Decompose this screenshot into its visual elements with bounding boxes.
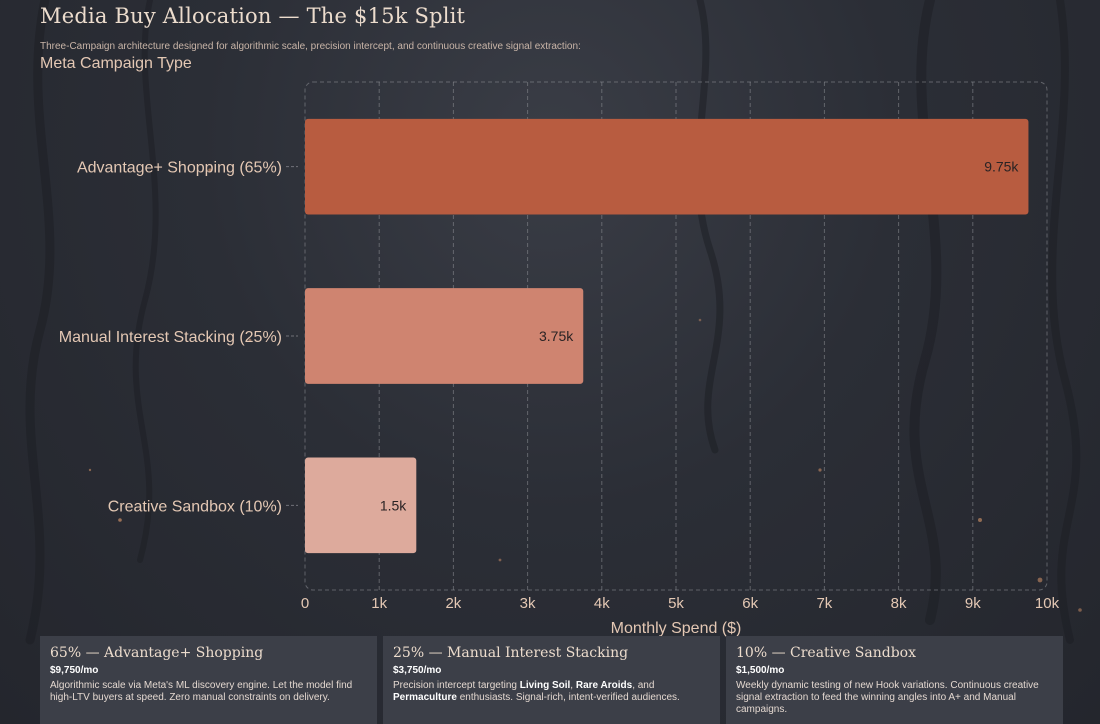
card-amount: $1,500/mo <box>736 665 785 676</box>
x-axis-title: Monthly Spend ($) <box>611 620 742 637</box>
x-tick-label: 2k <box>445 595 461 612</box>
card-description: Weekly dynamic testing of new Hook varia… <box>736 680 1039 715</box>
card-title: 10% — Creative Sandbox <box>736 645 917 661</box>
x-tick-label: 5k <box>668 595 684 612</box>
card-manual-interest-stacking: 25% — Manual Interest Stacking $3,750/mo… <box>383 636 720 724</box>
y-tick-label: Advantage+ Shopping (65%) <box>77 160 282 177</box>
x-tick-label: 7k <box>816 595 832 612</box>
card-amount: $3,750/mo <box>393 665 442 676</box>
x-tick-label: 10k <box>1035 595 1060 612</box>
desc-part-bold: Permaculture <box>393 692 457 703</box>
card-title: 65% — Advantage+ Shopping <box>50 645 264 661</box>
x-tick-label: 0 <box>301 595 309 612</box>
bar-chart: 0 1k 2k 3k 4k 5k 6k 7k 8k 9k 10k Monthly Spend ($) 9… <box>59 81 1060 637</box>
x-tick-label: 9k <box>965 595 981 612</box>
x-tick-label: 3k <box>520 595 536 612</box>
y-tick-label: Manual Interest Stacking (25%) <box>59 329 282 346</box>
bar <box>305 288 584 384</box>
card-description: Algorithmic scale via Meta's ML discover… <box>50 680 353 703</box>
x-tick-label: 6k <box>742 595 758 612</box>
bar-value-label: 9.75k <box>984 159 1019 175</box>
y-axis-title: Meta Campaign Type <box>40 55 192 72</box>
x-tick-label: 1k <box>371 595 387 612</box>
y-tick-label: Creative Sandbox (10%) <box>108 498 282 515</box>
bar <box>305 118 1029 215</box>
desc-part: , and <box>632 680 655 691</box>
chart-title: Media Buy Allocation — The $15k Split <box>40 4 466 28</box>
desc-part: Precision intercept targeting <box>393 680 520 691</box>
desc-part-bold: Rare Aroids <box>575 680 633 691</box>
card-title: 25% — Manual Interest Stacking <box>393 645 629 661</box>
desc-part: , <box>570 680 576 691</box>
allocation-cards: 65% — Advantage+ Shopping $9,750/mo Algo… <box>40 636 1067 724</box>
chart-subtitle: Three-Campaign architecture designed for… <box>40 41 581 52</box>
bar <box>305 457 417 554</box>
bar-value-label: 3.75k <box>539 328 574 344</box>
desc-part-bold: Living Soil <box>519 680 571 691</box>
x-tick-label: 8k <box>891 595 907 612</box>
card-creative-sandbox: 10% — Creative Sandbox $1,500/mo Weekly … <box>726 636 1063 724</box>
card-description: Precision intercept targeting Living Soi… <box>393 680 710 704</box>
desc-part: enthusiasts. Signal-rich, intent-verifie… <box>456 692 680 703</box>
card-advantage-shopping: 65% — Advantage+ Shopping $9,750/mo Algo… <box>40 636 377 724</box>
bar-value-label: 1.5k <box>380 497 407 513</box>
x-tick-label: 4k <box>594 595 610 612</box>
card-amount: $9,750/mo <box>50 665 99 676</box>
